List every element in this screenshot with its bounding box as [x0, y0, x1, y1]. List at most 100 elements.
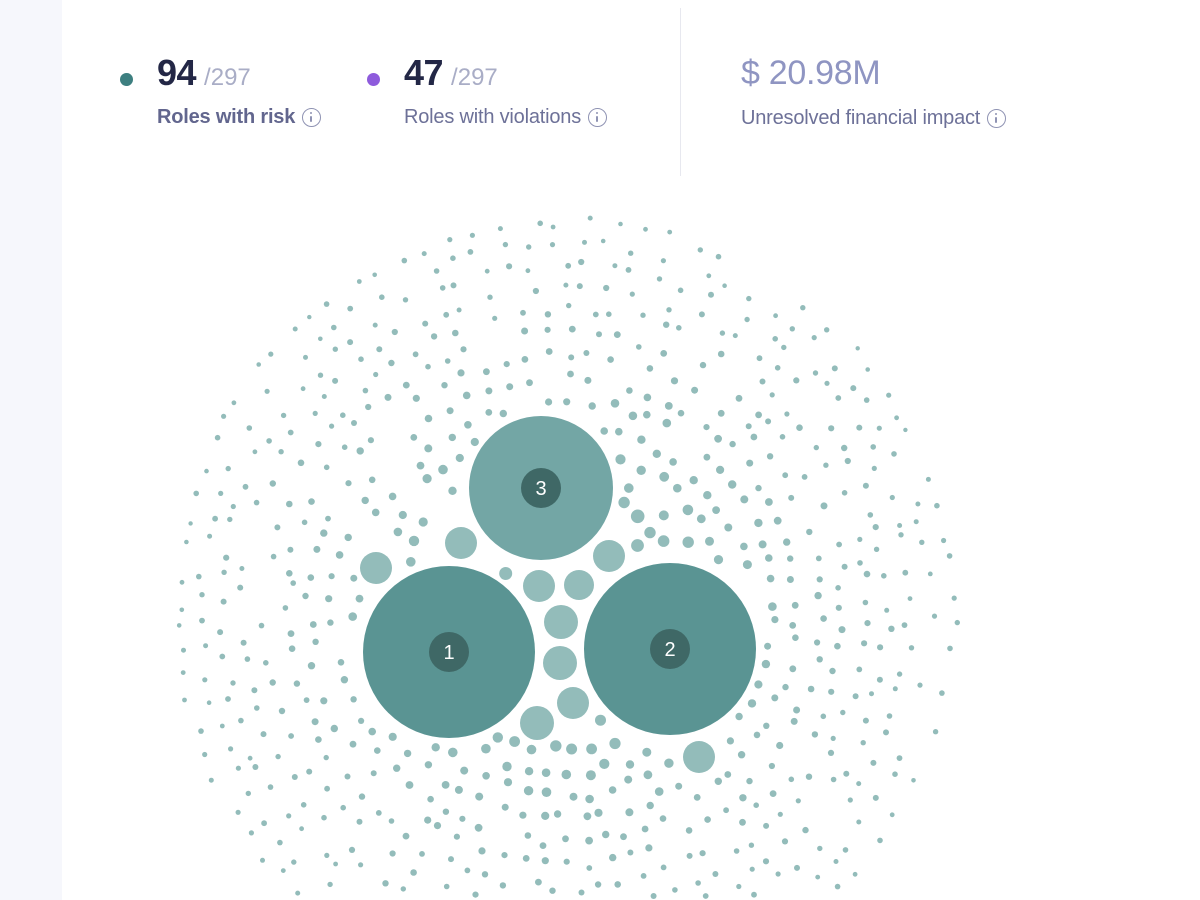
small-role-bubble — [332, 377, 339, 384]
small-role-bubble — [855, 346, 860, 351]
small-role-bubble — [872, 794, 879, 801]
small-role-bubble — [766, 574, 775, 583]
small-role-bubble — [618, 496, 630, 509]
small-role-bubble — [931, 613, 938, 619]
small-role-bubble — [563, 398, 571, 406]
small-role-bubble — [371, 508, 380, 517]
roles-with-violations-value: 47 — [404, 52, 444, 93]
small-role-bubble — [526, 744, 537, 755]
small-role-bubble — [820, 713, 827, 720]
small-role-bubble — [467, 249, 474, 255]
small-role-bubble — [714, 434, 722, 443]
small-role-bubble — [636, 465, 646, 475]
small-role-bubble — [759, 378, 766, 385]
small-role-bubble — [297, 459, 305, 467]
small-role-bubble — [889, 812, 895, 818]
small-role-bubble — [902, 569, 909, 576]
small-role-bubble — [230, 503, 236, 510]
small-role-bubble — [733, 848, 740, 854]
small-role-bubble — [287, 546, 294, 553]
small-role-bubble — [841, 563, 848, 570]
roles-with-violations-metric: 47 /297 Roles with violations — [367, 52, 607, 129]
small-role-bubble — [293, 680, 301, 687]
cluster-3-bubble[interactable]: 3 — [469, 416, 613, 560]
small-role-bubble — [835, 585, 841, 591]
small-role-bubble — [614, 881, 621, 888]
small-role-bubble — [199, 617, 205, 624]
medium-role-bubble — [360, 552, 392, 584]
small-role-bubble — [431, 743, 440, 752]
small-role-bubble — [424, 444, 433, 453]
financial-impact-label: Unresolved financial impact — [741, 107, 981, 129]
small-role-bubble — [198, 728, 204, 734]
small-role-bubble — [901, 622, 908, 628]
small-role-bubble — [412, 394, 420, 402]
small-role-bubble — [643, 770, 653, 780]
small-role-bubble — [475, 792, 484, 801]
small-role-bubble — [786, 576, 794, 583]
small-role-bubble — [814, 639, 821, 646]
small-role-bubble — [609, 737, 621, 750]
small-role-bubble — [891, 451, 897, 457]
violations-legend-dot — [367, 73, 380, 86]
cluster-1-bubble[interactable]: 1 — [363, 566, 535, 738]
small-role-bubble — [676, 325, 682, 331]
small-role-bubble — [776, 741, 784, 750]
small-role-bubble — [713, 555, 724, 565]
small-role-bubble — [792, 634, 799, 641]
small-role-bubble — [578, 889, 585, 896]
small-role-bubble — [266, 438, 272, 444]
small-role-bubble — [303, 354, 308, 360]
small-role-bubble — [376, 346, 383, 353]
small-role-bubble — [520, 309, 526, 316]
small-role-bubble — [450, 255, 456, 261]
small-role-bubble — [274, 524, 281, 531]
small-role-bubble — [755, 484, 762, 492]
small-role-bubble — [541, 811, 550, 821]
cluster-2-bubble[interactable]: 2 — [584, 563, 756, 735]
small-role-bubble — [313, 545, 321, 553]
small-role-bubble — [290, 580, 297, 586]
small-role-bubble — [883, 729, 889, 736]
small-role-bubble — [361, 496, 369, 505]
small-role-bubble — [553, 810, 562, 818]
small-role-bubble — [816, 576, 823, 583]
small-role-bubble — [703, 453, 711, 461]
small-role-bubble — [625, 760, 635, 769]
small-role-bubble — [628, 250, 634, 256]
small-role-bubble — [541, 768, 551, 777]
small-role-bubble — [607, 356, 614, 363]
info-icon[interactable] — [987, 109, 1007, 128]
small-role-bubble — [499, 567, 513, 580]
small-role-bubble — [368, 476, 376, 484]
small-role-bubble — [308, 498, 315, 505]
small-role-bubble — [790, 717, 798, 725]
small-role-bubble — [831, 365, 838, 372]
small-role-bubble — [576, 283, 583, 290]
small-role-bubble — [522, 855, 530, 862]
info-icon[interactable] — [302, 108, 322, 127]
small-role-bubble — [636, 344, 642, 350]
small-role-bubble — [568, 354, 575, 361]
small-role-bubble — [309, 621, 317, 628]
small-role-bubble — [646, 801, 654, 810]
small-role-bubble — [391, 328, 398, 336]
roles-with-risk-metric: 94 /297 Roles with risk — [120, 52, 322, 129]
small-role-bubble — [206, 700, 212, 705]
cluster-rank-badge — [521, 468, 561, 508]
small-role-bubble — [320, 529, 328, 537]
info-icon[interactable] — [588, 108, 607, 127]
small-role-bubble — [771, 694, 779, 702]
small-role-bubble — [840, 709, 846, 716]
small-role-bubble — [221, 569, 227, 575]
small-role-bubble — [204, 468, 209, 474]
small-role-bubble — [452, 329, 459, 337]
small-role-bubble — [375, 810, 382, 816]
small-role-bubble — [405, 781, 414, 789]
small-role-bubble — [384, 393, 392, 401]
small-role-bubble — [698, 311, 705, 318]
small-role-bubble — [247, 755, 253, 761]
small-role-bubble — [754, 680, 763, 689]
small-role-bubble — [735, 394, 743, 402]
small-role-bubble — [862, 717, 869, 724]
